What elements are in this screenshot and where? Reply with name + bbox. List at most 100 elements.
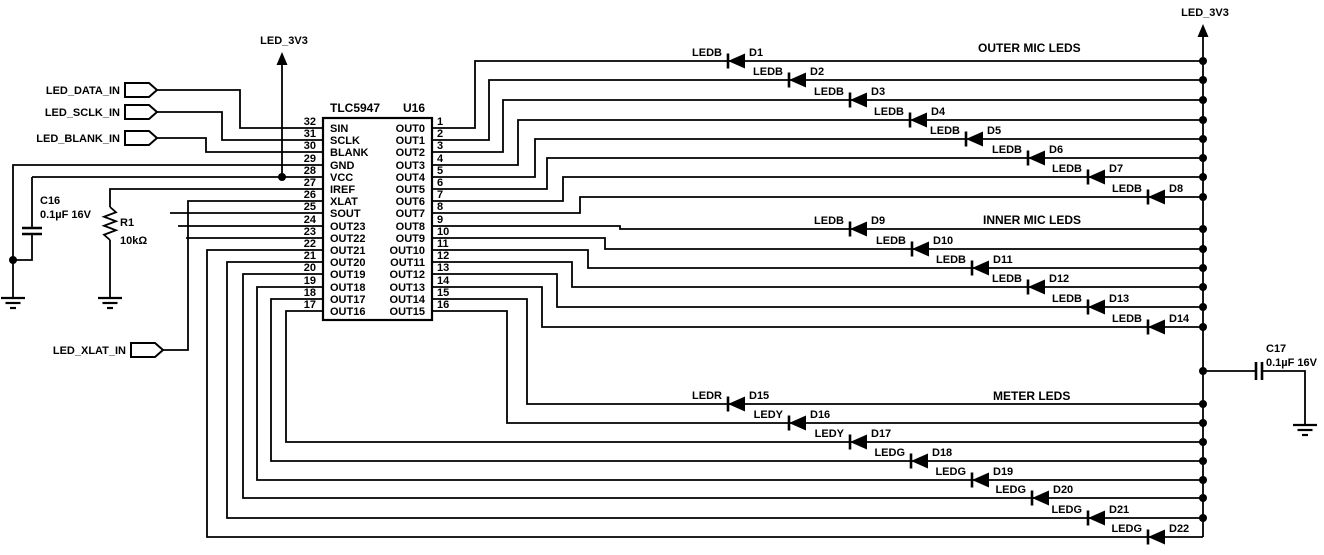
- pin-name-OUT5: OUT5: [396, 184, 425, 196]
- junction-dot: [1199, 264, 1207, 272]
- led-net-label-D7: LEDB: [1052, 163, 1082, 175]
- wire: [432, 176, 1203, 202]
- wire: [285, 310, 1203, 443]
- led-refdes-D18: D18: [932, 447, 952, 459]
- junction-dot: [1199, 96, 1207, 104]
- led-symbol-D13: [1088, 299, 1105, 315]
- led-symbol-D1: [728, 53, 745, 69]
- pin-number-14: 14: [437, 275, 450, 287]
- junction-dot: [1199, 57, 1207, 65]
- pin-name-GND: GND: [330, 160, 355, 172]
- led-symbol-D15: [728, 396, 745, 412]
- led-symbol-D11: [972, 260, 989, 276]
- power-net-label: LED_3V3: [260, 35, 308, 47]
- pin-number-8: 8: [437, 201, 443, 213]
- pin-name-SIN: SIN: [330, 123, 348, 135]
- junction-dot: [278, 173, 286, 181]
- junction-dot: [1199, 494, 1207, 502]
- led-refdes-D8: D8: [1169, 183, 1183, 195]
- led-net-label-D17: LEDY: [815, 428, 845, 440]
- pin-name-SCLK: SCLK: [330, 135, 360, 147]
- pin-name-OUT3: OUT3: [396, 160, 425, 172]
- junction-dot: [1199, 76, 1207, 84]
- part-label: R1: [120, 217, 134, 229]
- junction-dot: [1199, 116, 1207, 124]
- wire: [432, 196, 1203, 214]
- wire: [109, 188, 323, 207]
- pin-number-11: 11: [437, 238, 449, 250]
- pin-name-OUT20: OUT20: [330, 257, 365, 269]
- pin-name-OUT10: OUT10: [390, 245, 425, 257]
- input-net-label: LED_SCLK_IN: [45, 107, 120, 119]
- led-refdes-D21: D21: [1109, 504, 1129, 516]
- junction-dot: [9, 256, 17, 264]
- wire: [432, 119, 1203, 166]
- pin-number-32: 32: [304, 116, 316, 128]
- pin-name-OUT16: OUT16: [330, 306, 365, 318]
- pin-number-24: 24: [304, 214, 317, 226]
- led-refdes-D6: D6: [1049, 144, 1063, 156]
- led-refdes-D7: D7: [1109, 163, 1123, 175]
- pin-number-29: 29: [304, 153, 316, 165]
- wire: [163, 200, 323, 351]
- led-symbol-D16: [789, 415, 806, 431]
- junction-dot: [1199, 303, 1207, 311]
- led-symbol-D19: [972, 472, 989, 488]
- led-refdes-D9: D9: [871, 215, 885, 227]
- pin-name-OUT14: OUT14: [390, 294, 426, 306]
- led-refdes-D11: D11: [993, 254, 1013, 266]
- led-refdes-D16: D16: [810, 409, 830, 421]
- pin-name-OUT9: OUT9: [396, 233, 425, 245]
- led-net-label-D21: LEDG: [1051, 504, 1082, 516]
- section-label: INNER MIC LEDS: [983, 213, 1081, 227]
- led-symbol-D10: [912, 241, 929, 257]
- wire: [1262, 370, 1306, 425]
- wire: [432, 261, 1203, 288]
- wire: [12, 164, 323, 298]
- wire: [432, 225, 1203, 230]
- pin-number-12: 12: [437, 250, 449, 262]
- pin-number-26: 26: [304, 189, 316, 201]
- led-net-label-D13: LEDB: [1052, 293, 1082, 305]
- wire: [270, 298, 1203, 462]
- led-net-label-D18: LEDG: [874, 447, 905, 459]
- led-symbol-D7: [1088, 169, 1105, 185]
- wire: [242, 273, 1203, 499]
- pin-number-7: 7: [437, 189, 443, 201]
- pin-name-OUT19: OUT19: [330, 269, 365, 281]
- pin-number-27: 27: [304, 177, 316, 189]
- wire: [432, 310, 1203, 424]
- pin-name-OUT8: OUT8: [396, 221, 425, 233]
- section-label: METER LEDS: [993, 389, 1070, 403]
- led-symbol-D22: [1148, 529, 1165, 545]
- wire: [432, 273, 1203, 308]
- pin-number-17: 17: [304, 299, 316, 311]
- junction-dot: [1199, 438, 1207, 446]
- pin-name-OUT13: OUT13: [390, 282, 425, 294]
- pin-name-OUT0: OUT0: [396, 123, 425, 135]
- wire: [206, 249, 1203, 538]
- pin-number-23: 23: [304, 226, 316, 238]
- led-refdes-D13: D13: [1109, 293, 1129, 305]
- led-net-label-D15: LEDR: [692, 390, 722, 402]
- led-symbol-D14: [1148, 319, 1165, 335]
- junction-dot: [1199, 323, 1207, 331]
- led-net-label-D19: LEDG: [935, 466, 966, 478]
- power-net-label: LED_3V3: [1181, 7, 1229, 19]
- junction-dot: [1199, 225, 1207, 233]
- pin-name-OUT6: OUT6: [396, 196, 425, 208]
- wire: [13, 234, 33, 261]
- pin-name-OUT12: OUT12: [390, 269, 425, 281]
- led-symbol-D12: [1028, 279, 1045, 295]
- pin-name-SOUT: SOUT: [330, 208, 361, 220]
- pin-number-31: 31: [304, 128, 316, 140]
- junction-dot: [1199, 367, 1207, 375]
- pin-name-VCC: VCC: [330, 172, 353, 184]
- input-connector-icon: [124, 104, 159, 120]
- wire: [432, 79, 1203, 141]
- pin-name-OUT21: OUT21: [330, 245, 365, 257]
- resistor-body: [101, 206, 119, 241]
- pin-name-OUT11: OUT11: [390, 257, 425, 269]
